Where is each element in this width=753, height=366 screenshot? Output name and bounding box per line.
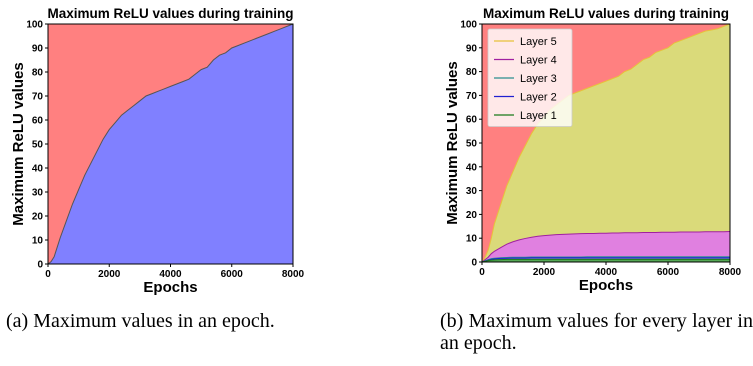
- chart-title: Maximum ReLU values during training: [483, 6, 729, 21]
- y-tick-label: 0: [471, 258, 477, 269]
- y-tick-label: 30: [466, 186, 478, 197]
- line-layer-4: [481, 231, 731, 263]
- y-tick-label: 40: [466, 162, 478, 173]
- y-tick-label: 70: [466, 91, 478, 102]
- y-tick-label: 100: [26, 20, 43, 31]
- area-layer-4: [482, 231, 730, 262]
- legend-label: Layer 3: [520, 73, 557, 85]
- x-tick-label: 6000: [657, 267, 680, 278]
- y-tick-label: 20: [466, 210, 478, 221]
- y-tick-label: 40: [32, 164, 44, 175]
- y-tick-label: 80: [32, 68, 44, 79]
- line-layer-3: [481, 256, 730, 263]
- legend-label: Layer 4: [520, 55, 557, 67]
- y-tick-label: 90: [466, 43, 478, 54]
- chart-b: 0 10 20 30 40 50 60 70 80 90 100 0 2000 4000 6000 8000 M…: [444, 6, 742, 294]
- y-tick-label: 60: [32, 116, 44, 127]
- y-tick-label: 80: [466, 67, 478, 78]
- x-tick-label: 0: [45, 269, 51, 280]
- chart-panel-a: 0 10 20 30 40 50 60 70 80 90 100 0 2000 4000 6000 8000 M…: [0, 0, 376, 300]
- x-tick-label: 8000: [282, 269, 305, 280]
- y-tick-label: 30: [32, 188, 44, 199]
- x-tick-label: 6000: [221, 269, 244, 280]
- chart-a: 0 10 20 30 40 50 60 70 80 90 100 0 2000 4000 6000 8000 M…: [10, 6, 305, 296]
- y-tick-label: 50: [32, 140, 44, 151]
- area-series-0: [48, 24, 293, 264]
- legend-label: Layer 1: [520, 110, 557, 122]
- caption-b: (b) Maximum values for every layer in an…: [440, 310, 753, 354]
- x-axis-label: Epochs: [143, 279, 197, 296]
- legend-box: [487, 28, 573, 127]
- area-layer-1: [482, 259, 730, 262]
- chart-title: Maximum ReLU values during training: [47, 6, 293, 21]
- y-tick-label: 10: [32, 236, 44, 247]
- line-layer-1: [481, 258, 730, 263]
- y-tick-label: 20: [32, 212, 44, 223]
- legend-label: Layer 2: [520, 92, 557, 104]
- y-tick-label: 10: [466, 234, 478, 245]
- y-tick-label: 100: [460, 20, 477, 31]
- y-tick-label: 50: [466, 139, 478, 150]
- legend-label: Layer 5: [520, 36, 557, 48]
- caption-a: (a) Maximum values in an epoch.: [6, 310, 275, 332]
- y-axis-label: Maximum ReLU values: [10, 62, 27, 225]
- x-tick-label: 0: [479, 267, 485, 278]
- area-layer-5: [482, 24, 730, 262]
- line-layer-5: [481, 23, 731, 263]
- x-tick-label: 2000: [98, 269, 121, 280]
- chart-panel-b: 0 10 20 30 40 50 60 70 80 90 100 0 2000 4000 6000 8000 M…: [410, 0, 753, 300]
- y-tick-label: 0: [37, 260, 43, 271]
- y-tick-label: 70: [32, 92, 44, 103]
- line-layer-2: [481, 257, 730, 263]
- y-tick-label: 60: [466, 115, 478, 126]
- y-axis-label: Maximum ReLU values: [444, 61, 461, 224]
- x-tick-label: 8000: [719, 267, 742, 278]
- x-tick-label: 4000: [595, 267, 618, 278]
- y-tick-label: 90: [32, 44, 44, 55]
- x-axis-label: Epochs: [579, 277, 633, 294]
- x-tick-label: 4000: [159, 269, 182, 280]
- x-tick-label: 2000: [533, 267, 556, 278]
- line-series-0: [47, 23, 294, 265]
